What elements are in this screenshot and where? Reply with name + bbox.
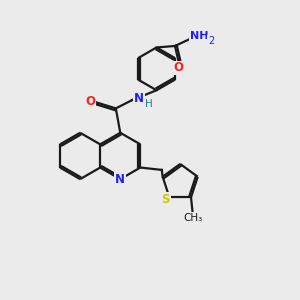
Text: O: O xyxy=(85,95,95,108)
Text: O: O xyxy=(173,61,183,74)
Text: N: N xyxy=(134,92,144,105)
Text: S: S xyxy=(161,193,170,206)
Text: H: H xyxy=(145,99,152,109)
Text: 2: 2 xyxy=(208,36,214,46)
Text: NH: NH xyxy=(190,31,209,41)
Text: CH₃: CH₃ xyxy=(183,213,202,223)
Text: N: N xyxy=(115,172,125,186)
